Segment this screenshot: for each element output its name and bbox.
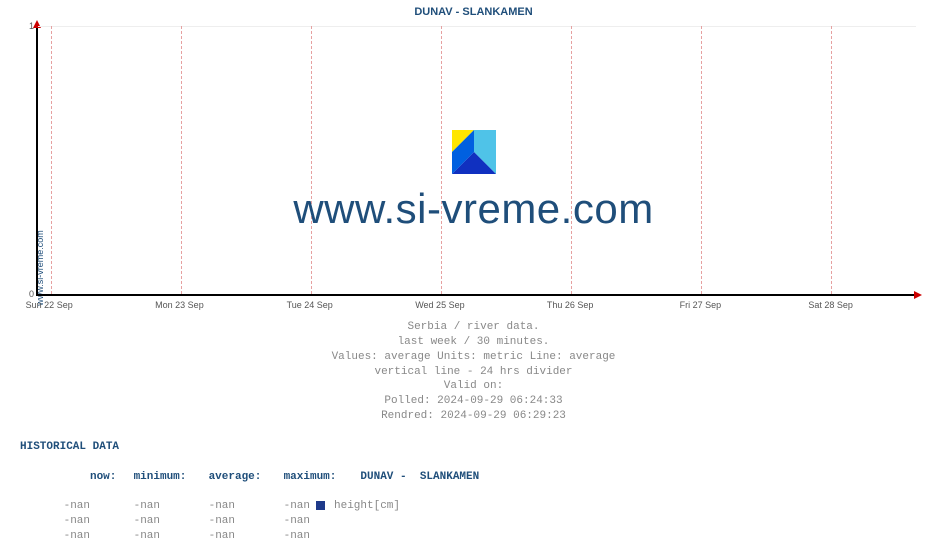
col-series: DUNAV - SLANKAMEN [336,470,636,485]
cell-now: -nan [20,529,90,544]
col-now: now: [46,470,116,485]
x-tick-label: Sat 28 Sep [808,300,853,310]
x-tick-label: Sun 22 Sep [26,300,73,310]
watermark-logo [452,130,496,174]
gridline-v [441,26,442,294]
historical-columns-row: now:minimum:average:maximum:DUNAV - SLAN… [20,455,636,500]
cell-now: -nan [20,514,90,529]
x-tick-label: Thu 26 Sep [547,300,594,310]
caption-line: Values: average Units: metric Line: aver… [0,350,947,365]
chart-title: DUNAV - SLANKAMEN [0,6,947,18]
cell-max: -nan [235,514,310,529]
gridline-v [571,26,572,294]
caption-line: last week / 30 minutes. [0,335,947,350]
x-axis-arrow [914,291,922,299]
col-max: maximum: [261,470,336,485]
col-avg: average: [186,470,261,485]
gridline-v [831,26,832,294]
historical-row: -nan-nan-nan-nanheight[cm] [20,499,636,514]
caption-line: Rendred: 2024-09-29 06:29:23 [0,409,947,424]
cell-min: -nan [90,499,160,514]
gridline-v [181,26,182,294]
x-axis-labels: Sun 22 SepMon 23 SepTue 24 SepWed 25 Sep… [36,300,916,314]
gridline-v [701,26,702,294]
x-tick-label: Tue 24 Sep [287,300,333,310]
col-min: minimum: [116,470,186,485]
historical-row: -nan-nan-nan-nan [20,514,636,529]
cell-avg: -nan [160,514,235,529]
cell-min: -nan [90,529,160,544]
gridline-v [311,26,312,294]
historical-data-block: HISTORICAL DATA now:minimum:average:maxi… [20,440,636,544]
historical-row: -nan-nan-nan-nan [20,529,636,544]
cell-max: -nan [235,529,310,544]
x-tick-label: Wed 25 Sep [415,300,464,310]
historical-header: HISTORICAL DATA [20,440,636,455]
series-marker-icon [316,501,325,510]
caption-line: vertical line - 24 hrs divider [0,365,947,380]
caption-line: Valid on: [0,379,947,394]
caption-line: Polled: 2024-09-29 06:24:33 [0,394,947,409]
y-tick-0: 0 [29,289,38,299]
watermark-text: www.si-vreme.com [0,185,947,233]
cell-min: -nan [90,514,160,529]
cell-avg: -nan [160,529,235,544]
series-cell: height[cm] [310,499,610,514]
x-tick-label: Fri 27 Sep [680,300,722,310]
cell-avg: -nan [160,499,235,514]
y-tick-1: 1 [29,21,38,31]
gridline-v [51,26,52,294]
cell-max: -nan [235,499,310,514]
x-tick-label: Mon 23 Sep [155,300,204,310]
cell-now: -nan [20,499,90,514]
gridline-h [38,26,916,27]
caption-line: Serbia / river data. [0,320,947,335]
chart-caption: Serbia / river data. last week / 30 minu… [0,320,947,424]
